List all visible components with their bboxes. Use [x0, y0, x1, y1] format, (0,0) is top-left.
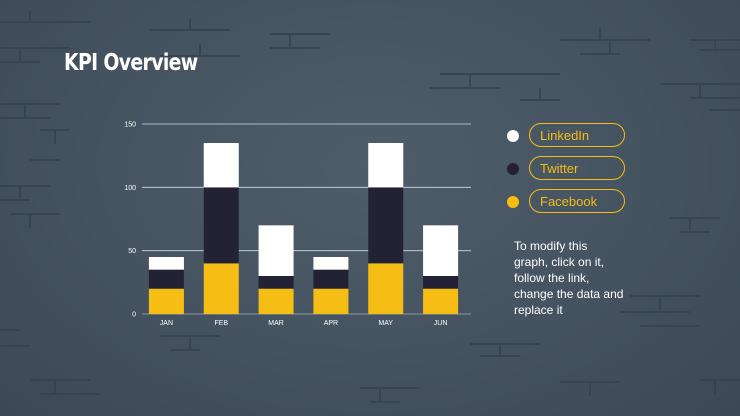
bar-apr-facebook — [313, 288, 349, 314]
bar-jan-linkedin — [148, 257, 184, 270]
x-tick-label-jan: JAN — [160, 320, 173, 327]
y-tick-label-150: 150 — [124, 122, 136, 129]
edit-instructions-note: To modify this graph, click on it, follo… — [514, 239, 624, 317]
y-tick-label-0: 0 — [132, 312, 136, 319]
bar-jun-facebook — [423, 288, 459, 314]
x-tick-label-jun: JUN — [434, 320, 448, 327]
y-tick-label-100: 100 — [124, 185, 136, 192]
y-tick-label-50: 50 — [128, 248, 136, 255]
bar-feb-twitter — [203, 187, 239, 264]
x-tick-label-feb: FEB — [214, 320, 228, 327]
bar-feb-facebook — [203, 263, 239, 314]
bar-may-twitter — [368, 187, 404, 264]
legend-dot-twitter — [507, 163, 519, 175]
legend-label-twitter: Twitter — [529, 156, 625, 180]
x-tick-label-mar: MAR — [268, 320, 284, 327]
bar-may-facebook — [368, 263, 404, 314]
bar-feb-linkedin — [203, 143, 239, 188]
bar-mar-linkedin — [258, 225, 294, 276]
legend-dot-linkedin — [507, 130, 519, 142]
slide-title: KPI Overview — [64, 50, 198, 76]
x-tick-label-apr: APR — [324, 320, 338, 327]
bar-apr-twitter — [313, 269, 349, 289]
legend-label-linkedin: LinkedIn — [529, 123, 625, 147]
legend-label-facebook: Facebook — [529, 189, 625, 213]
bar-jun-linkedin — [423, 225, 459, 276]
bar-mar-facebook — [258, 288, 294, 314]
bar-mar-twitter — [258, 276, 294, 289]
legend-dot-facebook — [507, 196, 519, 208]
bar-jan-facebook — [148, 288, 184, 314]
x-tick-label-may: MAY — [378, 320, 393, 327]
bar-apr-linkedin — [313, 257, 349, 270]
bar-jan-twitter — [148, 269, 184, 289]
bar-may-linkedin — [368, 143, 404, 188]
bar-jun-twitter — [423, 276, 459, 289]
